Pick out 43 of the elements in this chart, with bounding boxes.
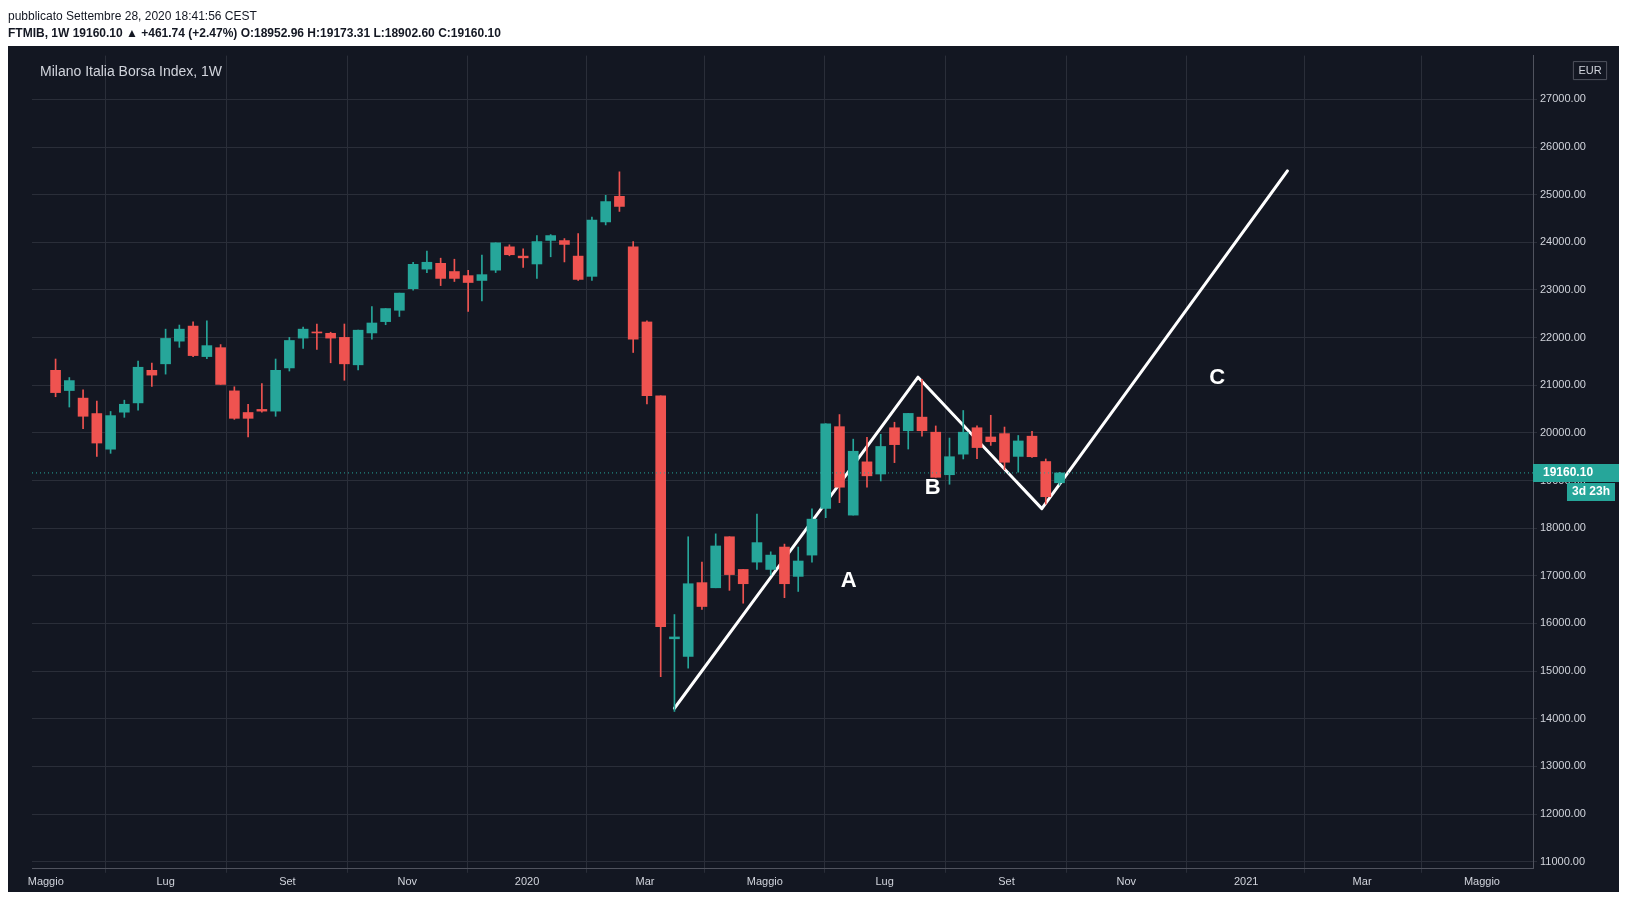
candlestick xyxy=(462,270,474,312)
y-tick-label: 12000.00 xyxy=(1540,807,1586,820)
y-tick-label: 16000.00 xyxy=(1540,616,1586,629)
y-tick-label: 18000.00 xyxy=(1540,521,1586,534)
x-tick-label: 2020 xyxy=(514,875,540,888)
text: 3d 23h xyxy=(1571,484,1610,499)
y-tick-label: 23000.00 xyxy=(1540,283,1586,296)
y-tick-label: 24000.00 xyxy=(1540,235,1586,248)
candlestick xyxy=(242,403,254,438)
x-tick-label: Mar xyxy=(1352,875,1372,888)
annotation: A xyxy=(840,567,857,593)
x-tick-label: 2021 xyxy=(1233,875,1259,888)
text: Milano Italia Borsa Index, 1W xyxy=(40,63,223,80)
annotation: B xyxy=(924,473,941,499)
text: pubblicato Settembre 28, 2020 18:41:56 CEST xyxy=(8,8,258,25)
x-tick-label: Maggio xyxy=(1463,875,1500,888)
candlestick xyxy=(985,414,997,446)
y-tick-label: 22000.00 xyxy=(1540,330,1586,343)
y-axis-title: EUR xyxy=(1578,63,1602,76)
y-tick-label: 27000.00 xyxy=(1540,92,1586,105)
x-tick-label: Mar xyxy=(635,875,655,888)
y-tick-label: 11000.00 xyxy=(1540,854,1586,867)
ref-line-label: 19160.10 xyxy=(1543,465,1594,480)
y-tick-label: 17000.00 xyxy=(1540,568,1586,581)
x-tick-label: Set xyxy=(998,875,1015,888)
candlestick xyxy=(916,378,928,437)
y-tick-label: 25000.00 xyxy=(1540,187,1586,200)
y-tick-label: 20000.00 xyxy=(1540,425,1586,438)
y-tick-label: 21000.00 xyxy=(1540,378,1586,391)
x-tick-label: Maggio xyxy=(746,875,783,888)
x-tick-label: Lug xyxy=(156,875,175,888)
y-tick-label: 13000.00 xyxy=(1540,759,1586,772)
y-tick-label: 26000.00 xyxy=(1540,140,1586,153)
annotation: C xyxy=(1209,364,1226,390)
x-tick-label: Nov xyxy=(1116,875,1137,888)
x-tick-label: Set xyxy=(279,875,296,888)
y-tick-label: 14000.00 xyxy=(1540,711,1586,724)
x-tick-label: Lug xyxy=(875,875,894,888)
y-tick-label: 15000.00 xyxy=(1540,664,1586,677)
x-tick-label: Nov xyxy=(397,875,418,888)
chart-subtitle: FTMIB, 1W 19160.10 ▲ +461.74 (+2.47%) O:18952.96 H:19173.31 L:18902.60 C:19160.10 xyxy=(8,25,502,42)
candlestick xyxy=(476,254,488,302)
x-tick-label: Maggio xyxy=(27,875,64,888)
